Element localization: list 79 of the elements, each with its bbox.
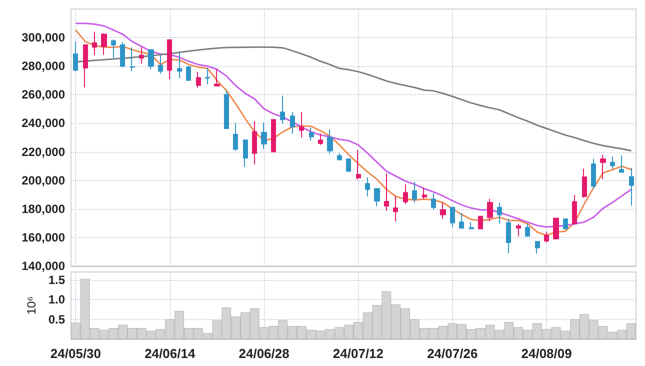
candlestick: [346, 158, 351, 172]
candlestick: [629, 167, 634, 206]
candlestick: [186, 66, 191, 81]
candlestick: [83, 44, 88, 88]
candlestick: [261, 122, 267, 150]
candlestick: [393, 195, 398, 222]
candlestick: [280, 95, 285, 124]
y-tick-label: 280,000: [22, 59, 66, 74]
candlestick: [233, 122, 238, 151]
candlestick: [111, 39, 116, 58]
candlestick: [544, 231, 549, 243]
x-tick-label: 24/05/30: [50, 346, 102, 361]
candlestick: [139, 46, 144, 64]
candlestick: [516, 223, 521, 237]
candlestick: [506, 218, 511, 254]
candlestick: [535, 240, 540, 254]
y-tick-label: 220,000: [22, 144, 66, 159]
candlestick: [243, 138, 248, 168]
y-tick-label: 0.5: [48, 312, 66, 326]
y-tick-label: 200,000: [22, 173, 66, 188]
candlestick: [252, 120, 257, 165]
candlestick: [224, 90, 229, 130]
y-tick-label: 140,000: [22, 259, 66, 273]
candlestick: [525, 223, 530, 238]
candlestick: [563, 218, 568, 230]
x-tick-label: 24/08/09: [521, 346, 572, 361]
candlestick: [337, 152, 342, 160]
candlestick: [365, 176, 370, 197]
candlestick: [148, 49, 154, 70]
candlestick: [619, 154, 624, 174]
candlestick: [450, 206, 455, 228]
candlestick: [177, 52, 182, 79]
candlestick: [327, 129, 333, 154]
candlestick: [422, 187, 427, 200]
candlestick: [384, 172, 389, 212]
candlestick: [130, 46, 135, 72]
candlestick: [92, 31, 97, 56]
candlestick: [205, 67, 210, 85]
candlestick: [412, 182, 417, 203]
y-tick-label: 1.5: [48, 272, 66, 287]
candlestick: [469, 222, 474, 230]
candlestick: [73, 41, 78, 72]
candlestick: [459, 212, 464, 230]
candlestick: [309, 127, 314, 142]
candlestick: [167, 39, 172, 80]
candlestick: [120, 42, 125, 68]
candlestick: [101, 32, 107, 56]
x-tick-label: 24/07/12: [332, 346, 384, 361]
y-tick-label: 1.0: [48, 292, 66, 307]
candlestick: [403, 184, 408, 205]
x-tick-label: 24/07/26: [427, 346, 478, 361]
y-tick-label: 180,000: [22, 202, 66, 216]
candlestick: [318, 133, 323, 146]
candlestick: [572, 194, 577, 226]
candlestick: [196, 72, 201, 88]
candlestick: [610, 156, 615, 170]
y-tick-label: 300,000: [22, 30, 66, 45]
y-tick-label: 260,000: [22, 88, 66, 102]
y-axis-title: 10⁶: [24, 296, 38, 315]
candlestick: [553, 218, 559, 240]
x-tick-label: 24/06/14: [144, 346, 196, 361]
candlestick: [158, 54, 163, 74]
candlestick: [497, 202, 502, 224]
candlestick: [271, 119, 276, 152]
candlestick: [374, 188, 380, 207]
candlestick: [478, 216, 483, 230]
candlestick: [487, 198, 493, 222]
y-tick-label: 240,000: [22, 116, 66, 130]
candlestick: [290, 112, 295, 134]
candlestick: [214, 68, 220, 86]
candlestick: [591, 158, 596, 190]
candlestick: [582, 168, 587, 198]
candlestick: [440, 202, 446, 220]
y-tick-label: 160,000: [22, 230, 66, 244]
x-tick-label: 24/06/28: [238, 346, 290, 361]
candlestick: [299, 112, 304, 138]
candlestick: [356, 149, 361, 180]
candlestick: [600, 154, 606, 180]
candlestick: [431, 192, 436, 210]
